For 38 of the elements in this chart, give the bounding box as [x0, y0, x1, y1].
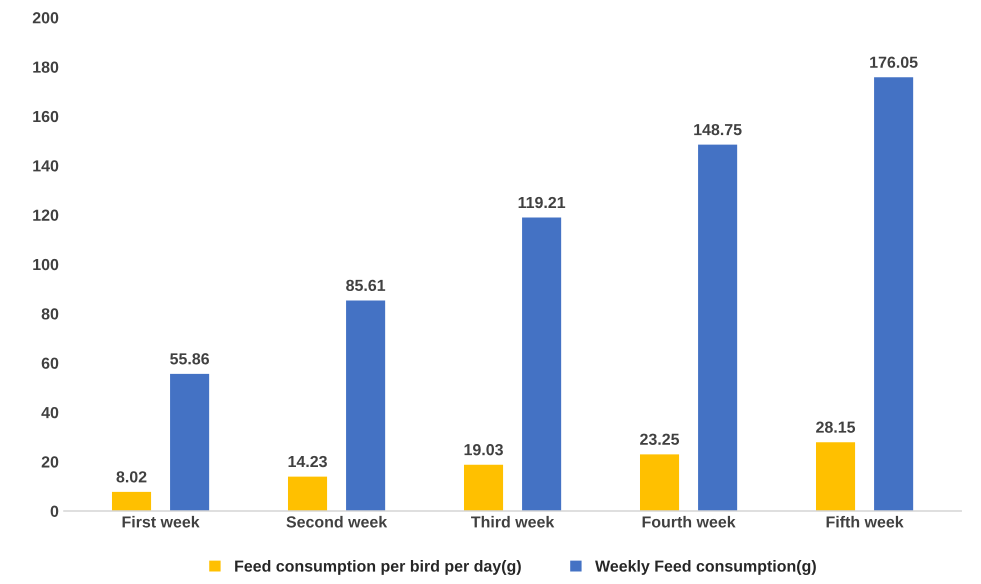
data-label: 148.75	[694, 124, 742, 136]
y-tick-label: 140	[33, 160, 58, 172]
data-label: 23.25	[640, 434, 680, 445]
y-tick-label: 40	[41, 406, 58, 418]
y-tick-label: 60	[42, 358, 58, 369]
data-label: 176.05	[870, 56, 918, 68]
bar	[110, 490, 152, 511]
legend-label: Feed consumption per bird per day(g)	[235, 560, 521, 575]
bar	[344, 299, 387, 511]
x-tick-label: First week	[122, 516, 200, 528]
y-tick-label: 160	[33, 110, 58, 122]
y-tick-label: 200	[32, 12, 58, 24]
data-label: 8.02	[116, 471, 146, 482]
y-tick-label: 120	[33, 210, 58, 221]
bar	[872, 76, 915, 511]
x-tick-label: Fourth week	[642, 516, 736, 528]
bar	[696, 143, 739, 511]
bar	[638, 452, 680, 511]
data-label: 14.23	[288, 456, 327, 468]
x-tick-label: Third week	[471, 516, 554, 528]
data-label: 55.86	[170, 353, 210, 364]
bar	[286, 475, 328, 511]
y-tick-label: 180	[33, 62, 58, 73]
bar	[814, 440, 856, 511]
bar	[168, 372, 211, 511]
bar	[520, 216, 563, 511]
y-tick-label: 20	[42, 456, 58, 468]
data-label: 19.03	[464, 444, 503, 456]
data-label: 119.21	[518, 196, 566, 208]
y-tick-label: 100	[33, 258, 58, 270]
legend-label: Weekly Feed consumption(g)	[595, 560, 816, 575]
data-label: 85.61	[346, 280, 386, 292]
data-label: 28.15	[816, 422, 856, 433]
x-tick-label: Second week	[286, 516, 388, 528]
bar	[462, 463, 504, 511]
x-tick-label: Fifth week	[826, 516, 904, 528]
y-tick-label: 0	[50, 506, 58, 517]
y-tick-label: 80	[42, 308, 58, 320]
